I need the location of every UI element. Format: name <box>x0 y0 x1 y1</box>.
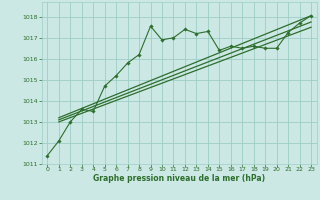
X-axis label: Graphe pression niveau de la mer (hPa): Graphe pression niveau de la mer (hPa) <box>93 174 265 183</box>
